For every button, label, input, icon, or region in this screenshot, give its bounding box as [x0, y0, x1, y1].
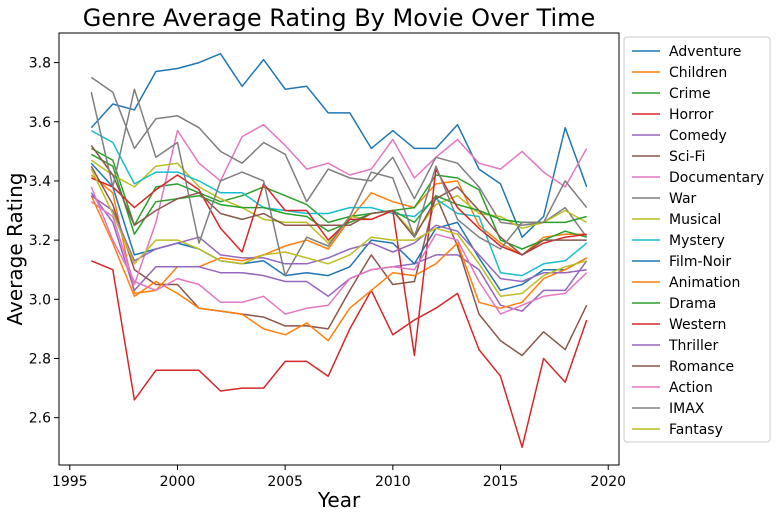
- series-line-fantasy: [90, 168, 587, 298]
- series-line-drama: [90, 153, 587, 235]
- x-tick-label: 2005: [267, 474, 303, 490]
- legend-label-documentary: Documentary: [669, 170, 764, 186]
- x-tick-label: 2020: [590, 474, 626, 490]
- legend-label-imax: IMAX: [669, 401, 705, 417]
- series-line-romance: [90, 144, 587, 256]
- y-tick-label: 3.0: [29, 292, 51, 308]
- series-line-mystery: [90, 129, 588, 277]
- y-tick-label: 3.6: [29, 115, 51, 131]
- legend-label-war: War: [669, 191, 697, 207]
- x-axis-label: Year: [317, 488, 361, 512]
- y-tick-label: 3.8: [29, 56, 51, 72]
- y-tick-label: 2.8: [29, 351, 51, 367]
- x-tick-label: 1995: [52, 474, 88, 490]
- series-line-horror: [91, 260, 588, 448]
- series-line-imax: [90, 88, 588, 277]
- legend: Adventure Children Crime Horror Comedy Sci-Fi…: [623, 36, 771, 443]
- series-line-war: [90, 76, 588, 238]
- plot-frame: [58, 32, 620, 466]
- series-line-documentary: [90, 123, 588, 286]
- x-tick-label: 2000: [160, 474, 196, 490]
- series-line-sci-fi: [90, 165, 588, 357]
- legend-label-crime: Crime: [669, 86, 711, 102]
- legend-box: [623, 36, 771, 443]
- legend-label-mystery: Mystery: [669, 233, 725, 249]
- x-tick-label: 2015: [483, 474, 519, 490]
- legend-label-adventure: Adventure: [669, 44, 741, 60]
- legend-label-animation: Animation: [669, 275, 740, 291]
- plot-area: 1995 2000 2005 2010 2015 2020 2.6 2.8 3.0 3.2 3.4…: [29, 32, 626, 490]
- series-line-thriller: [90, 195, 587, 283]
- y-tick-label: 3.2: [29, 233, 51, 249]
- legend-label-sci-fi: Sci-Fi: [669, 149, 705, 165]
- series-line-comedy: [90, 192, 588, 312]
- y-tick-label: 3.4: [29, 174, 51, 190]
- legend-label-horror: Horror: [669, 107, 714, 123]
- legend-label-film-noir: Film-Noir: [669, 254, 731, 270]
- legend-label-thriller: Thriller: [668, 338, 718, 354]
- legend-label-drama: Drama: [669, 296, 716, 312]
- x-tick-label: 2010: [375, 474, 411, 490]
- legend-label-romance: Romance: [669, 359, 734, 375]
- legend-label-musical: Musical: [669, 212, 721, 228]
- y-tick-label: 2.6: [29, 411, 51, 427]
- legend-label-children: Children: [669, 65, 727, 81]
- chart-title: Genre Average Rating By Movie Over Time: [83, 4, 596, 32]
- series-line-adventure: [90, 52, 588, 238]
- x-axis-ticks: 1995 2000 2005 2010 2015 2020: [52, 465, 626, 490]
- y-axis-label: Average Rating: [3, 173, 27, 326]
- series-line-crime: [90, 147, 587, 250]
- legend-label-comedy: Comedy: [669, 128, 727, 144]
- series-line-action: [90, 186, 588, 315]
- series-line-animation: [90, 195, 588, 342]
- y-axis-ticks: 2.6 2.8 3.0 3.2 3.4 3.6 3.8: [29, 56, 59, 427]
- legend-label-fantasy: Fantasy: [669, 422, 723, 438]
- legend-label-action: Action: [669, 380, 713, 396]
- legend-items: Adventure Children Crime Horror Comedy Sci-Fi…: [632, 44, 764, 438]
- legend-label-western: Western: [669, 317, 726, 333]
- series-line-western: [91, 168, 587, 357]
- series-lines: [90, 52, 588, 448]
